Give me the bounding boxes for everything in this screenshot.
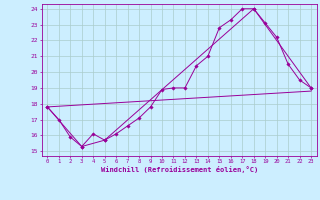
X-axis label: Windchill (Refroidissement éolien,°C): Windchill (Refroidissement éolien,°C) bbox=[100, 166, 258, 173]
